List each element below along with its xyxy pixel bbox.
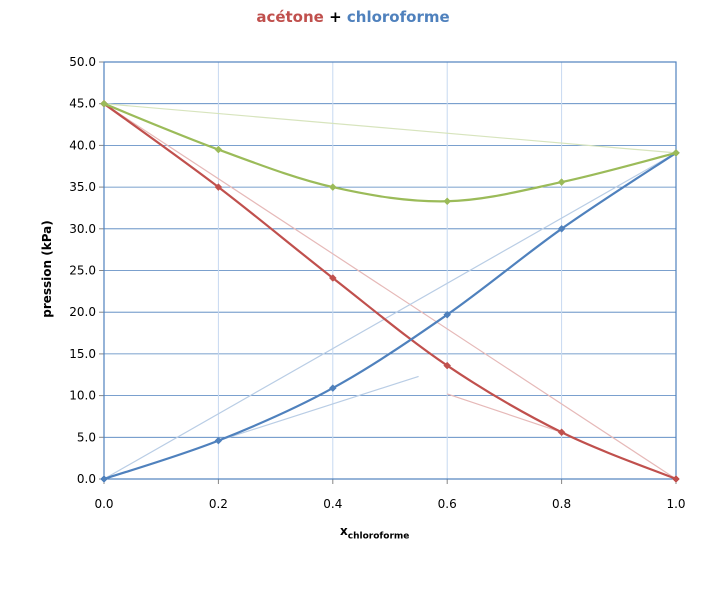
reference-line-ideal-total (103, 103, 677, 154)
data-point-total (328, 183, 337, 191)
series-line-total (103, 102, 677, 203)
reference-line-ideal-chloroforme (103, 152, 677, 480)
x-axis-label-main: x (340, 524, 348, 538)
data-point-chloroforme (443, 310, 452, 319)
data-point-total (214, 145, 223, 154)
y-tick-label: 30.0 (69, 222, 96, 236)
y-axis-label: pression (kPa) (40, 220, 54, 318)
y-tick-label: 5.0 (77, 430, 96, 444)
title-acetone: acétone (256, 8, 324, 26)
chart-title: acétone + chloroforme (0, 8, 706, 26)
y-tick-label: 25.0 (69, 264, 96, 278)
x-tick-label: 0.4 (323, 497, 342, 511)
y-tick-label: 15.0 (69, 347, 96, 361)
x-tick-label: 0.6 (438, 497, 457, 511)
title-plus: + (329, 8, 342, 26)
x-tick-label: 0.8 (552, 497, 571, 511)
reference-line-ideal-acetone (103, 103, 677, 480)
data-point-total (557, 178, 566, 186)
data-point-acetone (672, 475, 680, 483)
data-point-acetone (557, 428, 566, 437)
y-tick-label: 40.0 (69, 138, 96, 152)
y-tick-label: 45.0 (69, 97, 96, 111)
plot-area-border (103, 61, 677, 480)
data-point-total (672, 149, 680, 157)
data-point-chloroforme (557, 224, 566, 233)
y-tick-label: 35.0 (69, 180, 96, 194)
data-point-acetone (443, 361, 452, 370)
series-line-chloroforme (103, 151, 677, 481)
x-tick-label: 0.2 (209, 497, 228, 511)
y-tick-label: 50.0 (69, 55, 96, 69)
x-tick-label: 0.0 (94, 497, 113, 511)
x-axis-label: xchloroforme (340, 524, 409, 541)
reference-line-henry-acetone (447, 393, 562, 433)
data-point-acetone (214, 183, 223, 191)
x-tick-label: 1.0 (666, 497, 685, 511)
data-point-chloroforme (328, 384, 337, 392)
y-tick-label: 20.0 (69, 305, 96, 319)
x-axis-label-sub: chloroforme (347, 531, 410, 542)
title-chloroforme: chloroforme (346, 8, 450, 26)
data-point-total (443, 197, 452, 206)
y-tick-label: 0.0 (77, 472, 96, 486)
data-point-total (100, 99, 108, 108)
data-point-chloroforme (100, 475, 108, 483)
series-line-acetone (103, 102, 677, 481)
data-point-chloroforme (214, 436, 223, 445)
data-point-acetone (328, 274, 337, 282)
y-tick-label: 10.0 (69, 389, 96, 403)
reference-line-henry-chloroforme (218, 375, 419, 442)
